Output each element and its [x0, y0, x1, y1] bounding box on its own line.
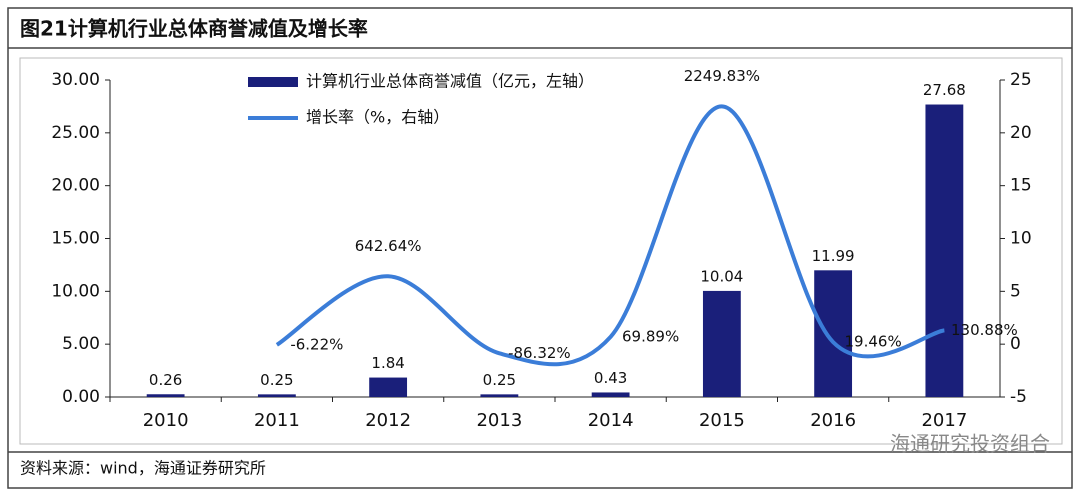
- bar: [257, 394, 296, 397]
- y2-tick-label: 10: [1010, 229, 1032, 249]
- y-tick-label: 30.00: [51, 70, 100, 90]
- line: [275, 104, 945, 367]
- source: 资料来源：wind，海通证券研究所: [20, 459, 266, 478]
- x-tick-label: 2015: [699, 410, 745, 431]
- bar: [925, 104, 964, 398]
- bar-label: 0.25: [260, 371, 293, 389]
- y-tick-label: 10.00: [51, 281, 100, 301]
- y-tick-label: 15.00: [51, 229, 100, 249]
- y-tick-label: 20.00: [51, 176, 100, 196]
- bar: [146, 394, 185, 397]
- chart-title: 图21计算机行业总体商誉减值及增长率: [20, 17, 368, 41]
- legend-label: 增长率（%，右轴）: [306, 108, 449, 127]
- y2-tick-label: 25: [1010, 70, 1032, 90]
- x-tick-label: 2010: [143, 410, 189, 431]
- line-label: 2249.83%: [684, 67, 760, 85]
- plot-frame: [19, 57, 1063, 445]
- watermark: 海通研究投资组合: [890, 432, 1050, 456]
- bar: [480, 394, 519, 397]
- line-label: 642.64%: [355, 237, 422, 255]
- bar-label: 0.43: [594, 369, 627, 387]
- y2-tick-label: 5: [1010, 281, 1021, 301]
- x-tick-label: 2011: [254, 410, 300, 431]
- bar: [702, 290, 741, 397]
- x-tick-label: 2014: [588, 410, 634, 431]
- y2-tick-label: -5: [1010, 387, 1027, 407]
- line-label: 130.88%: [951, 321, 1018, 339]
- bar-label: 11.99: [812, 247, 855, 265]
- y2-tick-label: 0: [1010, 334, 1021, 354]
- bar: [814, 270, 853, 397]
- y2-tick-label: 20: [1010, 123, 1032, 143]
- legend-label: 计算机行业总体商誉减值（亿元，左轴）: [306, 72, 594, 91]
- bar-label: 10.04: [700, 267, 743, 285]
- line-label: -6.22%: [290, 335, 343, 353]
- bar: [591, 392, 630, 397]
- bar: [369, 377, 408, 397]
- y-tick-label: 25.00: [51, 123, 100, 143]
- x-tick-label: 2016: [810, 410, 856, 431]
- y-tick-label: 0.00: [62, 387, 100, 407]
- bar-label: 0.26: [149, 371, 182, 389]
- frame: [7, 7, 1073, 489]
- y2-tick-label: 15: [1010, 176, 1032, 196]
- bar-label: 27.68: [923, 81, 966, 99]
- x-tick-label: 2017: [921, 410, 967, 431]
- legend-swatch: [248, 77, 298, 87]
- line-label: -86.32%: [508, 344, 571, 362]
- x-tick-label: 2013: [476, 410, 522, 431]
- y-tick-label: 5.00: [62, 334, 100, 354]
- x-tick-label: 2012: [365, 410, 411, 431]
- bar-label: 1.84: [371, 354, 404, 372]
- bar-label: 0.25: [483, 371, 516, 389]
- line-label: 69.89%: [622, 327, 679, 345]
- line-label: 19.46%: [845, 333, 902, 351]
